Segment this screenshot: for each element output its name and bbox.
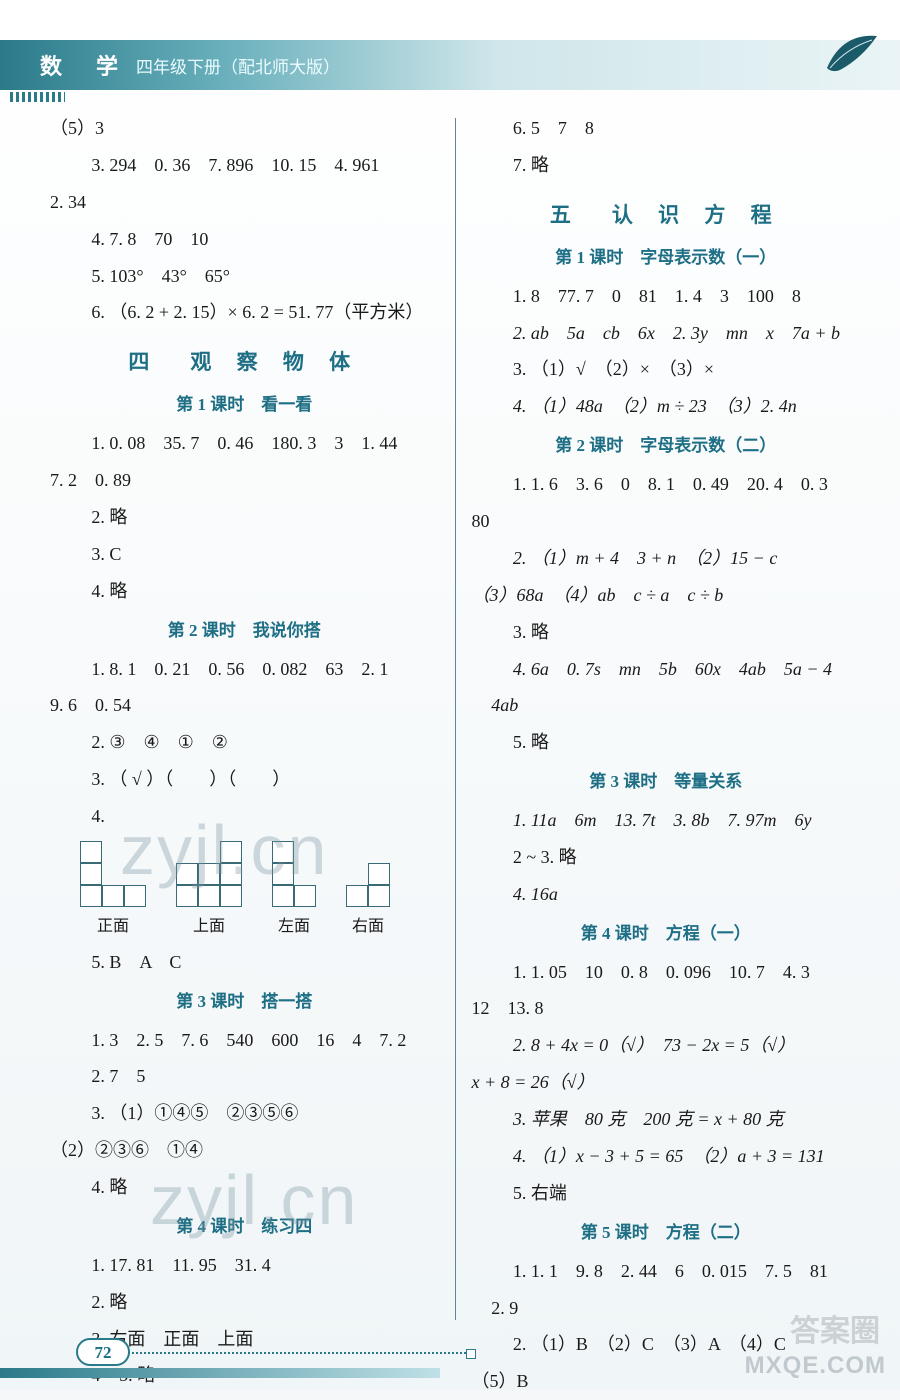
left-column: （5）3 3. 294 0. 36 7. 896 10. 15 4. 961 2… [40, 110, 449, 1320]
text-line: 1. 11a 6m 13. 7t 3. 8b 7. 97m 6y [472, 802, 861, 839]
header-leaf-icon [822, 28, 882, 76]
lesson-title: 第 1 课时 看一看 [50, 388, 439, 423]
text-line: 5. 103° 43° 65° [50, 258, 439, 295]
lesson-title: 第 4 课时 练习四 [50, 1210, 439, 1245]
text-line: 4. [50, 798, 439, 835]
text-line: 4. （1）x − 3 + 5 = 65 （2）a + 3 = 131 [472, 1138, 861, 1175]
text-line: 7. 略 [472, 147, 861, 184]
footer-bar [0, 1368, 440, 1378]
shape-label: 左面 [278, 911, 310, 944]
text-line: 4. 略 [50, 573, 439, 610]
block-shape: 上面 [176, 841, 242, 944]
lesson-title: 第 2 课时 字母表示数（二） [472, 429, 861, 464]
shape-label: 上面 [193, 911, 225, 944]
block-shapes-row: 正面 上面 左面 右面 [80, 841, 439, 944]
unit-title: 五 认 识 方 程 [472, 194, 861, 237]
text-line: 3. （ √ ）（ ）（ ） [50, 761, 439, 798]
text-line: 5. B A C [50, 944, 439, 981]
text-line: 1. 1. 1 9. 8 2. 44 6 0. 015 7. 5 81 [472, 1253, 861, 1290]
text-line: 2. （1）m + 4 3 + n （2）15 − c [472, 540, 861, 577]
column-divider [455, 118, 456, 1320]
lesson-title: 第 3 课时 等量关系 [472, 765, 861, 800]
text-line: 3. 略 [472, 614, 861, 651]
text-line: 1. 1. 05 10 0. 8 0. 096 10. 7 4. 3 [472, 954, 861, 991]
block-shape: 左面 [272, 841, 316, 944]
footer: 72 [0, 1338, 900, 1368]
text-line: （5）3 [50, 110, 439, 147]
right-column: 6. 5 7 8 7. 略 五 认 识 方 程 第 1 课时 字母表示数（一） … [462, 110, 871, 1320]
lesson-title: 第 2 课时 我说你搭 [50, 614, 439, 649]
footer-dotted-line [80, 1352, 470, 1354]
text-line: 5. 略 [472, 724, 861, 761]
lesson-title: 第 1 课时 字母表示数（一） [472, 241, 861, 276]
page-number: 72 [76, 1338, 130, 1366]
text-line: 4. 7. 8 70 10 [50, 221, 439, 258]
text-line: 6. 5 7 8 [472, 110, 861, 147]
text-line: 5. 右端 [472, 1175, 861, 1212]
lesson-title: 第 5 课时 方程（二） [472, 1216, 861, 1251]
text-line: 1. 17. 81 11. 95 31. 4 [50, 1247, 439, 1284]
text-line: 9. 6 0. 54 [50, 687, 439, 724]
text-line: 3. C [50, 536, 439, 573]
text-line: 4. （1）48a （2）m ÷ 23 （3）2. 4n [472, 388, 861, 425]
text-line: 4. 16a [472, 876, 861, 913]
shape-label: 右面 [352, 911, 384, 944]
content-area: （5）3 3. 294 0. 36 7. 896 10. 15 4. 961 2… [40, 110, 870, 1320]
text-line: 2. 8 + 4x = 0（√） 73 − 2x = 5（√） [472, 1027, 861, 1064]
text-line: 2. 略 [50, 1284, 439, 1321]
text-line: 1. 0. 08 35. 7 0. 46 180. 3 3 1. 44 [50, 425, 439, 462]
text-line: 3. 苹果 80 克 200 克 = x + 80 克 [472, 1101, 861, 1138]
unit-title: 四 观 察 物 体 [50, 341, 439, 384]
text-line: 2. 34 [50, 184, 439, 221]
text-line: （2）②③⑥ ①④ [50, 1132, 439, 1169]
text-line: 4. 略 [50, 1169, 439, 1206]
header-subject: 数 学 [40, 49, 124, 81]
header-subtitle: 四年级下册（配北师大版） [136, 53, 340, 78]
text-line: （3）68a （4）ab c ÷ a c ÷ b [472, 577, 861, 614]
text-line: 2. ③ ④ ① ② [50, 724, 439, 761]
text-line: 1. 8. 1 0. 21 0. 56 0. 082 63 2. 1 [50, 651, 439, 688]
block-shape: 正面 [80, 841, 146, 944]
header-barcode-icon [10, 92, 65, 102]
text-line: 4ab [472, 687, 861, 724]
text-line: x + 8 = 26（√） [472, 1064, 861, 1101]
text-line: 1. 3 2. 5 7. 6 540 600 16 4 7. 2 [50, 1022, 439, 1059]
text-line: 7. 2 0. 89 [50, 462, 439, 499]
text-line: 12 13. 8 [472, 990, 861, 1027]
header-band: 数 学 四年级下册（配北师大版） [0, 40, 900, 90]
lesson-title: 第 3 课时 搭一搭 [50, 985, 439, 1020]
text-line: 3. （1）①④⑤ ②③⑤⑥ [50, 1095, 439, 1132]
text-line: 4. 6a 0. 7s mn 5b 60x 4ab 5a − 4 [472, 651, 861, 688]
text-line: 3. （1）√ （2）× （3）× [472, 351, 861, 388]
text-line: 3. 294 0. 36 7. 896 10. 15 4. 961 [50, 147, 439, 184]
shape-label: 正面 [97, 911, 129, 944]
lesson-title: 第 4 课时 方程（一） [472, 917, 861, 952]
text-line: 1. 8 77. 7 0 81 1. 4 3 100 8 [472, 278, 861, 315]
block-shape: 右面 [346, 863, 390, 944]
text-line: 6. （6. 2 + 2. 15）× 6. 2 = 51. 77（平方米） [50, 294, 439, 331]
text-line: 2 ~ 3. 略 [472, 839, 861, 876]
text-line: 1. 1. 6 3. 6 0 8. 1 0. 49 20. 4 0. 3 [472, 466, 861, 503]
text-line: 2. ab 5a cb 6x 2. 3y mn x 7a + b [472, 315, 861, 352]
text-line: 80 [472, 503, 861, 540]
text-line: 2. 略 [50, 499, 439, 536]
text-line: 2. 7 5 [50, 1058, 439, 1095]
